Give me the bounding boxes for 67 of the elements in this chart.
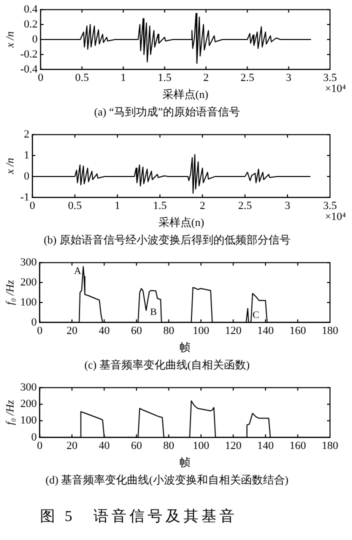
x-tick-label: 140 [257,324,274,337]
x-tick-label: 60 [130,440,142,452]
text: ×10⁴ [324,82,346,95]
y-tick-label: -1 [20,191,30,204]
x-tick-label: 140 [257,440,274,452]
y-axis-title: f₀ /Hz [4,399,16,425]
y-tick-label: 0.4 [24,3,38,16]
x-axis-title: 帧 [179,341,190,354]
x-tick-label: 1.5 [153,200,168,212]
x-tick-label: 3.5 [323,200,338,212]
x-tick-label: 2 [200,200,206,212]
y-tick-label: 200 [20,276,38,288]
x-tick-label: 40 [98,324,110,337]
x-tick-label: 2.5 [240,72,255,84]
y-tick-label: 0 [24,170,30,182]
x-tick-label: 80 [163,440,175,452]
y-tick-label: 0 [32,33,38,46]
y-tick-label: -0.2 [20,48,38,60]
x-tick-label: 2 [203,72,209,84]
text: ×10⁴ [324,210,346,223]
annotation: A [74,266,82,278]
x-tick-label: 20 [66,440,78,452]
x-tick-label: 3.5 [323,72,338,84]
x-tick-label: 1.5 [158,72,172,84]
y-tick-label: 300 [20,381,38,394]
x-tick-label: 160 [289,324,306,337]
y-tick-label: 200 [20,398,38,410]
y-tick-label: 2 [24,128,30,140]
x-tick-label: 20 [66,324,78,337]
x-axis-title: 帧 [179,456,190,470]
x-tick-label: 100 [192,324,210,337]
y-tick-label: 0 [31,316,38,328]
x-tick-label: 120 [224,440,242,452]
caption: 图 5 语音信号及其基音 [39,507,238,526]
x-tick-label: 3 [284,200,291,212]
x-tick-label: 100 [192,440,210,452]
text: (a) “马到功成”的原始语音信号 [94,105,240,118]
annotation: C [252,310,260,322]
x-tick-label: 3 [286,72,292,84]
x-axis-title: 采样点(n) [162,88,209,102]
text: (c) 基音频率变化曲线(自相关函数) [84,358,250,372]
x-tick-label: 160 [289,440,306,452]
x-tick-label: 40 [98,440,110,452]
annotation: B [150,307,158,318]
y-axis-title: f₀ /Hz [4,279,16,305]
y-tick-label: 0.2 [24,18,38,30]
x-tick-label: 180 [322,440,339,452]
x-tick-label: 80 [163,324,175,337]
text: (d) 基音频率变化曲线(小波变换和自相关函数结合) [46,473,289,486]
x-tick-label: 2.5 [238,200,252,212]
y-axis-title: x /n [4,30,16,49]
text: (b) 原始语音信号经小波变换后得到的低频部分信号 [44,233,290,246]
y-tick-label: 100 [20,296,38,308]
y-tick-label: -0.4 [20,63,38,76]
x-axis-title: 采样点(n) [158,216,204,230]
y-axis-title: x /n [4,157,16,176]
x-tick-label: 1 [114,200,120,212]
y-tick-label: 300 [20,256,38,268]
x-tick-label: 0.5 [68,200,82,212]
y-tick-label: 0 [31,431,38,444]
x-tick-label: 60 [130,324,142,337]
y-tick-label: 100 [20,414,38,427]
x-tick-label: 1 [120,72,126,84]
y-tick-label: 1 [24,149,30,162]
x-tick-label: 0.5 [75,72,90,84]
x-tick-label: 180 [322,324,339,337]
x-tick-label: 120 [224,324,242,337]
